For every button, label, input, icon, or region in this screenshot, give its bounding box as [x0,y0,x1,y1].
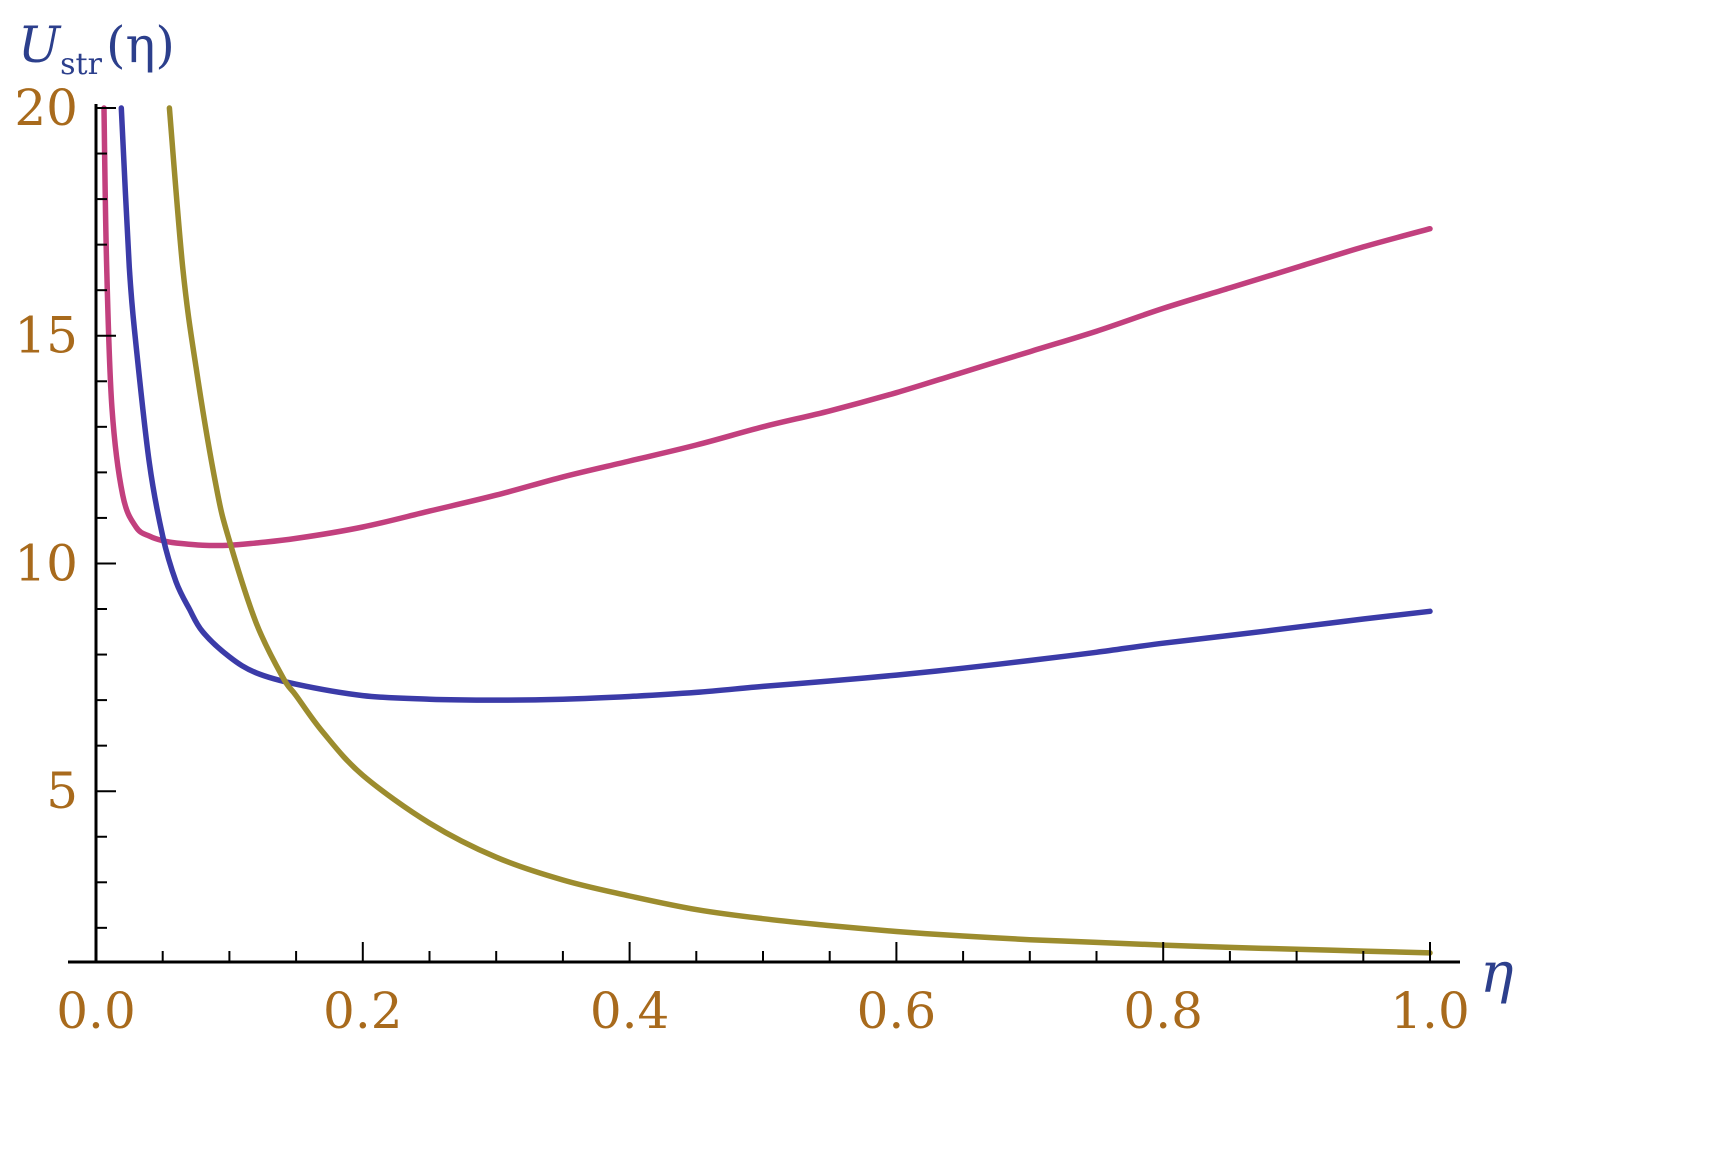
series-line-1 [101,105,1433,549]
series-line-3 [166,105,1433,956]
y-axis-title: Ustr(η) [18,16,175,82]
axes-layer [68,104,1460,964]
y-tick-label: 10 [14,534,78,592]
x-tick-label: 0.2 [323,982,403,1040]
x-tick-label: 1.0 [1390,982,1470,1040]
x-tick-label: 0.8 [1123,982,1203,1040]
y-axis-title-base: U [18,16,62,74]
x-tick-label: 0.0 [56,982,136,1040]
y-tick-label: 5 [46,762,78,820]
y-tick-label: 15 [14,307,78,365]
ticks-layer [95,107,1431,962]
x-tick-label: 0.4 [590,982,670,1040]
x-axis-title: η [1480,941,1514,1006]
y-tick-label: 20 [14,79,78,137]
series-line-2 [118,105,1433,703]
x-tick-label: 0.6 [857,982,937,1040]
y-axis-title-subscript: str [60,47,102,82]
tick-labels-layer: 0.0 0.2 0.4 0.6 0.8 1.0 5 10 15 20 [14,79,1469,1040]
y-axis-title-argument: (η) [106,16,175,74]
series-layer [101,105,1433,956]
